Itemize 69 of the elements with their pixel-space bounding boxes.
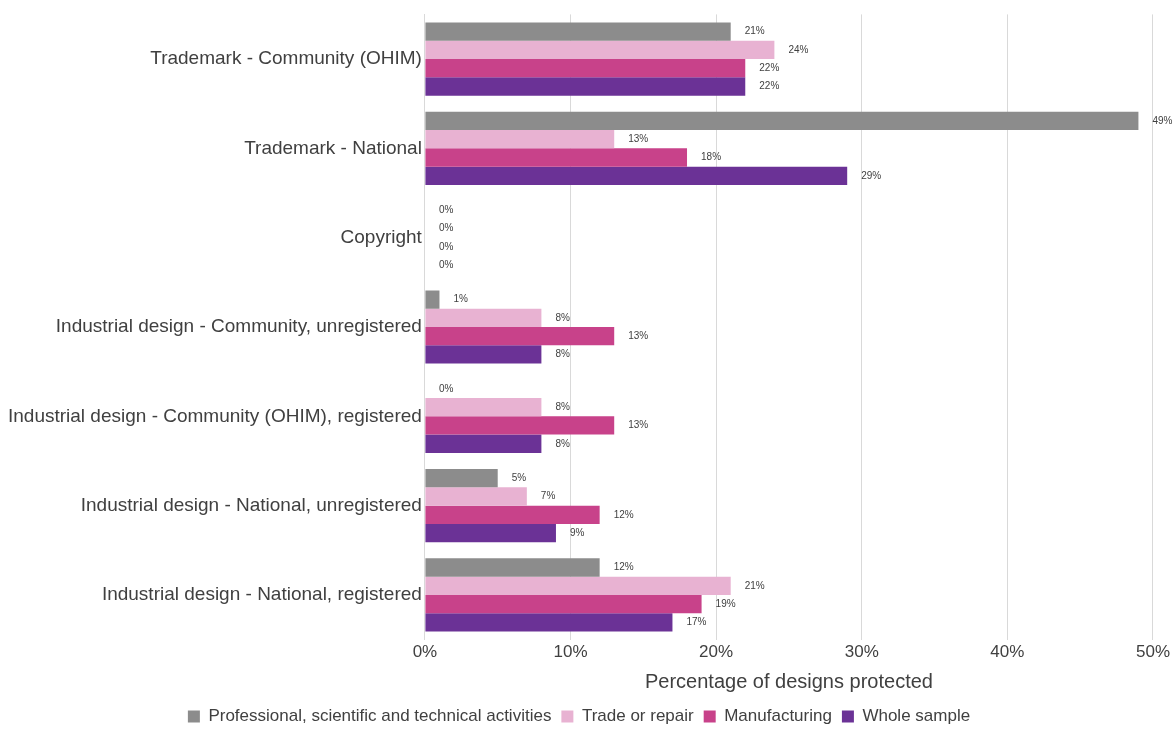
text: 18% bbox=[701, 151, 722, 163]
text: 24% bbox=[788, 43, 809, 55]
text: 22% bbox=[759, 61, 780, 73]
y-tick-label: Trademark - Community (OHIM) bbox=[150, 47, 422, 69]
bar bbox=[425, 576, 731, 595]
bar bbox=[425, 594, 702, 614]
bar bbox=[425, 345, 542, 364]
legend-label: Trade or repair bbox=[581, 706, 695, 726]
y-tick-label: Copyright bbox=[340, 225, 423, 247]
text: 8% bbox=[555, 311, 570, 323]
bar bbox=[425, 416, 615, 435]
text: 49% bbox=[1152, 114, 1173, 126]
bar bbox=[425, 40, 775, 60]
text: 21% bbox=[744, 579, 765, 591]
bar bbox=[425, 558, 600, 577]
text: 29% bbox=[861, 169, 882, 181]
text: 0% bbox=[438, 258, 454, 270]
text: 13% bbox=[628, 419, 649, 431]
bar bbox=[425, 505, 600, 524]
y-tick-label: Industrial design - Community, unregistered bbox=[55, 315, 422, 337]
bar bbox=[425, 148, 688, 167]
bar bbox=[425, 523, 556, 543]
text: 0% bbox=[438, 203, 454, 215]
x-tick-label: 50% bbox=[1135, 642, 1170, 662]
x-tick-label: 10% bbox=[553, 642, 588, 662]
text: 7% bbox=[540, 490, 556, 502]
bar bbox=[425, 434, 542, 453]
text: 12% bbox=[613, 508, 634, 520]
bar bbox=[425, 469, 498, 488]
text: 5% bbox=[511, 471, 527, 483]
y-tick-label: Industrial design - Community (OHIM), registered bbox=[7, 404, 422, 426]
bar bbox=[425, 308, 542, 327]
x-tick-label: 20% bbox=[699, 642, 734, 662]
text: 8% bbox=[555, 400, 570, 412]
bar bbox=[425, 22, 731, 41]
text: 17% bbox=[686, 616, 707, 628]
text: 0% bbox=[438, 382, 454, 394]
bar bbox=[425, 77, 746, 96]
bar bbox=[425, 327, 615, 346]
legend-label: Whole sample bbox=[862, 706, 971, 726]
bar bbox=[425, 398, 542, 417]
text: 12% bbox=[613, 561, 634, 573]
text: 0% bbox=[438, 240, 454, 252]
y-tick-label: Trademark - National bbox=[244, 136, 422, 158]
text: 13% bbox=[628, 132, 649, 144]
text: 9% bbox=[569, 526, 585, 538]
bar bbox=[425, 130, 615, 149]
x-tick-label: 0% bbox=[412, 642, 438, 662]
bar bbox=[425, 111, 1139, 131]
bar bbox=[425, 166, 848, 185]
x-tick-label: 30% bbox=[844, 642, 879, 662]
text: 8% bbox=[555, 348, 570, 360]
text: 0% bbox=[438, 222, 454, 234]
bar bbox=[425, 487, 527, 506]
x-tick-label: 40% bbox=[990, 642, 1025, 662]
legend-label: Manufacturing bbox=[724, 706, 832, 726]
legend-label: Professional, scientific and technical activities bbox=[208, 706, 552, 726]
bar bbox=[425, 290, 440, 309]
text: 21% bbox=[744, 25, 765, 37]
bar bbox=[425, 613, 673, 632]
text: 13% bbox=[628, 329, 649, 341]
text: 1% bbox=[453, 293, 468, 305]
x-axis-title: Percentage of designs protected bbox=[644, 669, 933, 692]
bar bbox=[425, 59, 746, 78]
y-tick-label: Industrial design - National, registered bbox=[101, 583, 422, 605]
y-tick-label: Industrial design - National, unregistered bbox=[80, 493, 422, 515]
text: 19% bbox=[715, 597, 736, 609]
text: 8% bbox=[555, 437, 570, 449]
text: 22% bbox=[759, 80, 780, 92]
